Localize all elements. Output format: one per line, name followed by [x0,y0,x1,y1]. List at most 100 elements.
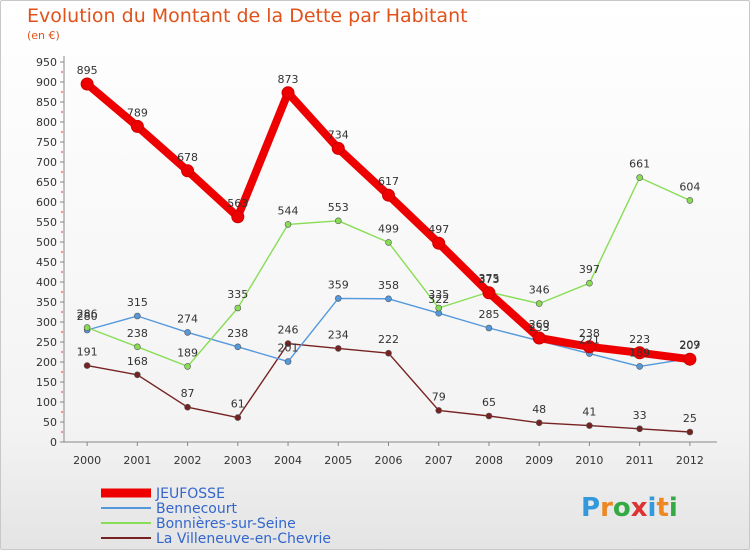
x-tick-label: 2008 [475,454,503,467]
data-point-la-villeneuve-en-chevrie [435,407,443,414]
data-point-jeufosse [331,141,345,155]
data-label-bonni-res-sur-seine: 346 [529,284,550,297]
y-tick-label: 650 [36,176,57,189]
y-tick-label: 150 [36,376,57,389]
data-label-bonni-res-sur-seine: 661 [629,158,650,171]
data-point-la-villeneuve-en-chevrie [184,403,191,411]
y-tick-label: 50 [43,416,57,429]
data-label-la-villeneuve-en-chevrie: 79 [432,390,446,403]
data-label-la-villeneuve-en-chevrie: 191 [77,346,98,359]
data-point-bonni-res-sur-seine [334,217,342,225]
data-point-bennecourt [184,329,191,336]
data-label-jeufosse: 789 [127,106,148,119]
x-tick-label: 2010 [575,454,603,467]
data-label-jeufosse: 223 [629,333,650,346]
y-tick-label: 800 [36,116,57,129]
y-tick-label: 400 [36,276,57,289]
data-label-bonni-res-sur-seine: 397 [579,263,600,276]
data-label-bennecourt: 209 [679,338,700,351]
data-label-jeufosse: 563 [227,197,248,210]
data-point-jeufosse [532,331,546,345]
legend-label: JEUFOSSE [155,486,225,502]
logo-text: Proxiti [581,493,678,523]
x-tick-label: 2011 [626,454,654,467]
data-label-bennecourt: 358 [378,279,399,292]
y-tick-label: 850 [36,96,57,109]
data-label-la-villeneuve-en-chevrie: 87 [181,387,195,400]
data-label-jeufosse: 207 [679,339,700,352]
chart-title: Evolution du Montant de la Dette par Hab… [27,5,468,27]
data-label-jeufosse: 617 [378,175,399,188]
data-point-la-villeneuve-en-chevrie [535,419,543,427]
data-label-bonni-res-sur-seine: 375 [478,272,499,285]
data-point-bennecourt [234,343,242,351]
data-label-bonni-res-sur-seine: 286 [77,308,98,321]
data-point-jeufosse [281,86,295,100]
data-point-la-villeneuve-en-chevrie [385,349,392,357]
data-label-la-villeneuve-en-chevrie: 48 [532,403,546,416]
data-label-jeufosse: 734 [328,128,349,141]
data-label-bonni-res-sur-seine: 544 [278,204,299,217]
data-point-jeufosse [80,77,94,91]
data-point-jeufosse [432,236,446,250]
x-tick-label: 2002 [174,454,202,467]
data-point-bonni-res-sur-seine [586,279,593,287]
data-point-la-villeneuve-en-chevrie [234,414,242,421]
legend-label: Bennecourt [156,501,237,517]
data-point-la-villeneuve-en-chevrie [686,428,694,436]
data-label-bonni-res-sur-seine: 335 [227,288,248,301]
data-label-bonni-res-sur-seine: 189 [177,346,198,359]
data-label-bonni-res-sur-seine: 238 [127,327,148,340]
x-tick-label: 2000 [73,454,101,467]
data-point-la-villeneuve-en-chevrie [636,425,643,433]
data-point-bennecourt [485,324,493,332]
data-label-la-villeneuve-en-chevrie: 246 [278,324,299,337]
data-point-la-villeneuve-en-chevrie [284,340,292,347]
data-point-bonni-res-sur-seine [535,300,543,307]
data-point-bonni-res-sur-seine [385,239,392,246]
data-label-jeufosse: 260 [529,318,550,331]
data-label-bennecourt: 322 [428,293,449,306]
data-label-la-villeneuve-en-chevrie: 168 [127,355,148,368]
data-point-la-villeneuve-en-chevrie [485,412,493,420]
legend-label: La Villeneuve-en-Chevrie [156,531,331,547]
data-point-jeufosse [582,340,596,354]
data-label-la-villeneuve-en-chevrie: 65 [482,396,496,409]
data-point-bennecourt [385,295,392,303]
data-point-bonni-res-sur-seine [284,221,292,228]
data-point-bonni-res-sur-seine [134,343,141,351]
data-point-la-villeneuve-en-chevrie [586,422,593,429]
legend: JEUFOSSEBennecourtBonnières-sur-SeineLa … [101,486,331,547]
x-tick-label: 2001 [123,454,151,467]
data-point-jeufosse [633,346,647,360]
y-tick-label: 500 [36,236,57,249]
data-point-la-villeneuve-en-chevrie [334,345,342,352]
x-tick-label: 2005 [324,454,352,467]
x-tick-label: 2009 [525,454,553,467]
data-label-la-villeneuve-en-chevrie: 234 [328,328,349,341]
legend-label: Bonnières-sur-Seine [156,516,296,532]
x-tick-label: 2007 [425,454,453,467]
chart-subtitle: (en €) [27,29,60,42]
y-tick-label: 900 [36,76,57,89]
data-label-bennecourt: 285 [478,308,499,321]
data-label-bennecourt: 221 [579,334,600,347]
y-tick-label: 600 [36,196,57,209]
data-point-la-villeneuve-en-chevrie [134,371,141,379]
y-tick-label: 950 [36,56,57,69]
data-point-bennecourt [636,363,643,370]
data-point-bennecourt [334,295,342,302]
data-label-bennecourt: 201 [278,342,299,355]
data-label-bonni-res-sur-seine: 335 [428,288,449,301]
data-label-jeufosse: 497 [428,223,449,236]
data-label-jeufosse: 373 [478,273,499,286]
data-point-jeufosse [181,164,195,178]
data-point-jeufosse [130,119,144,133]
series-lines [80,77,697,436]
x-tick-label: 2003 [224,454,252,467]
x-tick-label: 2004 [274,454,302,467]
y-tick-label: 450 [36,256,57,269]
data-label-bennecourt: 280 [77,310,98,323]
